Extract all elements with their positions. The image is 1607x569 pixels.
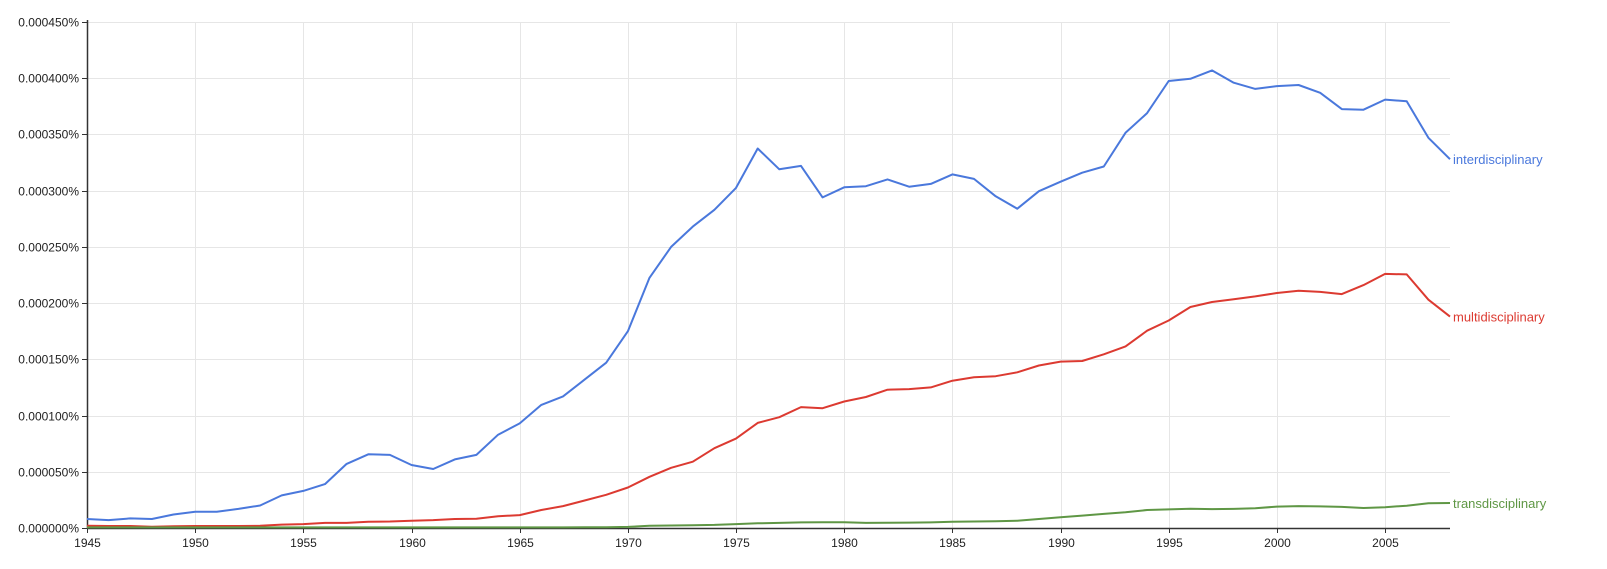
y-tick-label: 0.000050%	[18, 466, 79, 480]
x-tick-label: 1955	[290, 536, 317, 550]
y-tick-label: 0.000400%	[18, 72, 79, 86]
x-tick-label: 1980	[831, 536, 858, 550]
x-tick-label: 1945	[74, 536, 101, 550]
x-tick-label: 1975	[723, 536, 750, 550]
series-line-interdisciplinary	[86, 69, 1451, 522]
y-tick-label: 0.000000%	[18, 522, 79, 536]
y-tick-label: 0.000150%	[18, 353, 79, 367]
x-tick-label: 1965	[507, 536, 534, 550]
x-tick-label: 1960	[399, 536, 426, 550]
series-label-interdisciplinary: interdisciplinary	[1453, 152, 1543, 167]
x-tick-label: 1950	[182, 536, 209, 550]
x-tick-label: 2005	[1372, 536, 1399, 550]
x-tick-label: 1970	[615, 536, 642, 550]
y-tick-label: 0.000200%	[18, 297, 79, 311]
series-line-multidisciplinary	[86, 272, 1451, 528]
axes	[82, 20, 1450, 533]
y-tick-label: 0.000350%	[18, 128, 79, 142]
x-tick-labels: 1945 1950 1955 1960 1965 1970 1975 1980 1985 1990…	[74, 536, 1399, 550]
grid-lines	[87, 22, 1450, 528]
y-tick-label: 0.000250%	[18, 241, 79, 255]
y-tick-label: 0.000450%	[18, 16, 79, 30]
series-label-multidisciplinary: multidisciplinary	[1453, 310, 1545, 325]
series-labels: interdisciplinary multidisciplinary transd…	[1453, 152, 1547, 511]
x-tick-label: 1985	[939, 536, 966, 550]
y-tick-label: 0.000100%	[18, 410, 79, 424]
series-label-transdisciplinary: transdisciplinary	[1453, 496, 1547, 511]
y-tick-labels: 0.000000% 0.000050% 0.000100% 0.000150% 0.00…	[18, 16, 79, 536]
series-line-transdisciplinary	[87, 502, 1451, 529]
series-lines	[86, 69, 1451, 529]
x-tick-label: 2000	[1264, 536, 1291, 550]
x-tick-label: 1990	[1048, 536, 1075, 550]
x-tick-label: 1995	[1156, 536, 1183, 550]
y-tick-label: 0.000300%	[18, 185, 79, 199]
